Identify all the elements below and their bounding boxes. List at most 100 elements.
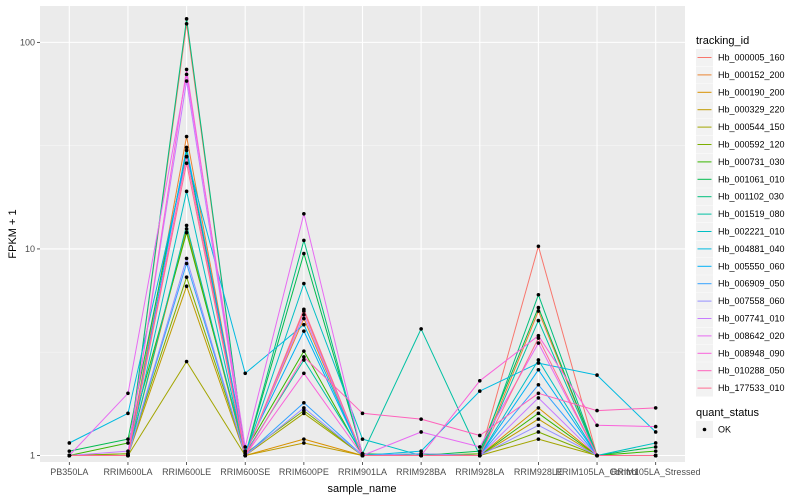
data-point bbox=[184, 284, 189, 289]
data-point bbox=[302, 312, 306, 317]
status-legend-title: quant_status bbox=[696, 407, 759, 419]
legend-item: Hb_000544_150 bbox=[696, 118, 785, 136]
legend-label: Hb_007558_060 bbox=[718, 296, 785, 306]
data-point bbox=[67, 441, 72, 445]
data-point bbox=[536, 292, 541, 297]
data-point bbox=[302, 441, 306, 445]
data-point bbox=[302, 349, 306, 353]
legend-item: Hb_000329_220 bbox=[696, 101, 785, 119]
data-point bbox=[536, 417, 541, 421]
data-point bbox=[477, 433, 482, 438]
data-point bbox=[477, 453, 482, 458]
data-point bbox=[126, 453, 130, 458]
data-point bbox=[184, 227, 189, 231]
data-point bbox=[419, 417, 423, 421]
status-legend-label: OK bbox=[718, 425, 731, 435]
data-point bbox=[595, 408, 599, 413]
data-point bbox=[653, 441, 658, 445]
data-point bbox=[184, 79, 189, 83]
data-point bbox=[126, 441, 130, 445]
data-point bbox=[536, 430, 541, 434]
data-point bbox=[184, 261, 189, 266]
data-point bbox=[536, 358, 541, 362]
legend-item: Hb_007741_010 bbox=[696, 310, 785, 327]
data-point bbox=[653, 445, 658, 449]
y-tick-label: 1 bbox=[30, 450, 35, 460]
legend-label: Hb_001061_010 bbox=[718, 174, 785, 184]
data-point bbox=[302, 371, 306, 376]
data-point bbox=[302, 358, 306, 362]
data-point bbox=[126, 411, 130, 416]
y-tick-label: 10 bbox=[25, 244, 35, 254]
legend-item: Hb_000152_200 bbox=[696, 66, 785, 84]
legend-label: Hb_000005_160 bbox=[718, 53, 785, 63]
data-point bbox=[536, 391, 541, 396]
legend-label: Hb_000731_030 bbox=[718, 157, 785, 167]
data-point bbox=[653, 424, 658, 429]
legend-label: Hb_005550_060 bbox=[718, 261, 785, 271]
legend-label: Hb_000152_200 bbox=[718, 70, 785, 80]
legend-item: Hb_000190_200 bbox=[696, 83, 785, 101]
x-tick-label: RRIM600SE bbox=[220, 467, 270, 477]
legend-label: Hb_008642_020 bbox=[718, 331, 785, 341]
legend-item: Hb_008948_090 bbox=[696, 344, 785, 362]
legend-label: Hb_001519_080 bbox=[718, 209, 785, 219]
data-point bbox=[653, 453, 658, 458]
series-points bbox=[67, 17, 658, 458]
data-point bbox=[302, 355, 306, 359]
legend-label: Hb_001102_030 bbox=[718, 192, 784, 202]
data-point bbox=[302, 400, 306, 405]
legend-item: Hb_006909_050 bbox=[696, 275, 785, 293]
data-point bbox=[536, 309, 541, 313]
data-point bbox=[243, 449, 248, 453]
data-point bbox=[302, 307, 306, 312]
legend-item: Hb_001519_080 bbox=[696, 205, 785, 223]
y-tick-label: 100 bbox=[20, 37, 35, 47]
data-point bbox=[184, 223, 189, 228]
data-point bbox=[360, 437, 365, 441]
data-point bbox=[477, 378, 482, 383]
x-tick-label: RRIM901LA bbox=[338, 467, 387, 477]
data-point bbox=[243, 445, 248, 449]
data-point bbox=[419, 449, 423, 453]
data-point bbox=[419, 430, 423, 434]
legend-label: Hb_177533_010 bbox=[718, 383, 785, 393]
legend-item: Hb_000592_120 bbox=[696, 136, 785, 153]
data-point bbox=[536, 244, 541, 249]
data-point bbox=[536, 341, 541, 345]
x-axis: PB350LA RRIM600LA RRIM600LE RRIM600SE RRIM60… bbox=[50, 462, 700, 477]
data-point bbox=[184, 230, 189, 235]
legend-label: Hb_000329_220 bbox=[718, 105, 785, 115]
x-tick-label: RRIM600PE bbox=[279, 467, 329, 477]
data-point bbox=[302, 406, 306, 410]
data-point bbox=[419, 327, 423, 331]
data-point bbox=[184, 72, 189, 77]
data-point bbox=[184, 17, 189, 21]
data-point bbox=[536, 361, 541, 365]
y-axis-title: FPKM + 1 bbox=[7, 209, 19, 258]
data-point bbox=[302, 322, 306, 327]
data-point bbox=[302, 211, 306, 216]
legend-item: Hb_008642_020 bbox=[696, 327, 785, 345]
data-point bbox=[536, 367, 541, 372]
data-point bbox=[536, 318, 541, 323]
legend-label: Hb_000190_200 bbox=[718, 87, 785, 97]
data-point bbox=[184, 189, 189, 194]
data-point bbox=[302, 411, 306, 416]
data-point bbox=[184, 359, 189, 364]
data-point bbox=[184, 67, 189, 72]
data-point bbox=[67, 453, 72, 458]
legend-title: tracking_id bbox=[696, 35, 749, 47]
legend-label: Hb_000592_120 bbox=[718, 140, 785, 150]
data-point bbox=[302, 238, 306, 243]
data-point bbox=[184, 134, 189, 139]
legend-item: Hb_001061_010 bbox=[696, 170, 785, 188]
legend-item: Hb_002221_010 bbox=[696, 223, 785, 240]
legend-item: Hb_007558_060 bbox=[696, 292, 785, 310]
legend-label: Hb_007741_010 bbox=[718, 314, 785, 324]
data-point bbox=[419, 453, 423, 458]
legend-item: Hb_177533_010 bbox=[696, 379, 785, 397]
legend-items: Hb_000005_160 Hb_000152_200 Hb_000190_200 H… bbox=[696, 49, 785, 397]
legend-label: Hb_008948_090 bbox=[718, 348, 785, 358]
